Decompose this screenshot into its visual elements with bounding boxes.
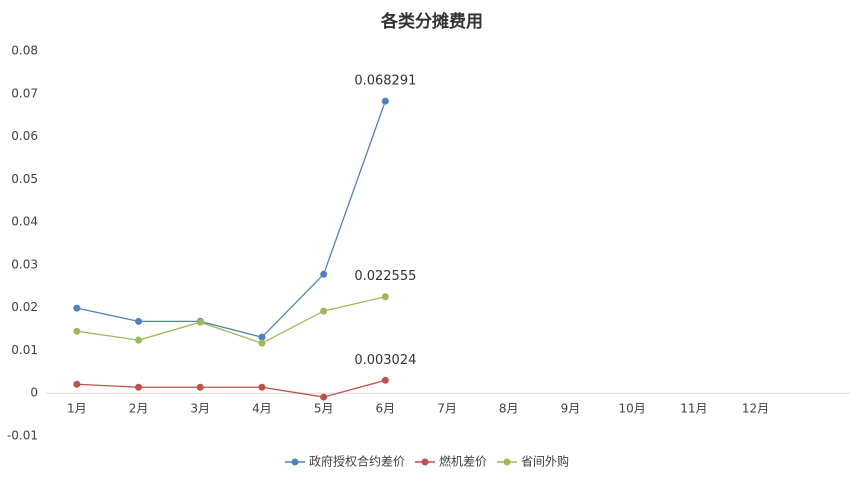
x-tick-label: 12月 <box>742 402 769 416</box>
legend-marker <box>291 458 299 466</box>
data-point <box>320 270 328 278</box>
data-label: 0.003024 <box>354 353 416 368</box>
data-point <box>73 327 81 335</box>
x-tick-label: 4月 <box>252 402 272 416</box>
legend-label: 政府授权合约差价 <box>309 454 405 469</box>
series-line <box>76 379 386 398</box>
data-label: 0.068291 <box>354 74 416 89</box>
data-point <box>135 383 143 391</box>
y-tick-label: 0.06 <box>11 129 38 143</box>
data-point <box>135 336 143 344</box>
series-line <box>76 100 386 338</box>
data-point <box>258 383 266 391</box>
data-point <box>135 317 143 325</box>
data-point <box>381 293 389 301</box>
x-tick-label: 9月 <box>561 402 581 416</box>
legend-marker <box>503 458 511 466</box>
legend-label: 省间外购 <box>521 454 569 469</box>
x-tick-label: 5月 <box>314 402 334 416</box>
x-tick-label: 10月 <box>619 402 646 416</box>
y-tick-label: -0.01 <box>7 429 38 443</box>
x-tick-label: 2月 <box>129 402 149 416</box>
data-point <box>320 393 328 401</box>
chart-title: 各类分摊费用 <box>380 11 483 32</box>
x-tick-label: 8月 <box>499 402 519 416</box>
data-label: 0.022555 <box>354 269 416 284</box>
data-point <box>320 307 328 315</box>
x-tick-label: 7月 <box>437 402 457 416</box>
legend-marker <box>421 458 429 466</box>
x-tick-label: 3月 <box>190 402 210 416</box>
x-tick-label: 1月 <box>67 402 87 416</box>
x-tick-label: 6月 <box>376 402 396 416</box>
y-tick-label: 0.04 <box>11 215 38 229</box>
data-point <box>381 97 389 105</box>
data-point <box>381 376 389 384</box>
y-tick-label: 0 <box>30 386 38 400</box>
y-tick-label: 0.03 <box>11 257 38 271</box>
legend-label: 燃机差价 <box>439 454 487 469</box>
y-tick-label: 0.07 <box>11 86 38 100</box>
y-tick-label: 0.08 <box>11 44 38 58</box>
series-line <box>76 296 386 344</box>
y-tick-label: 0.01 <box>11 343 38 357</box>
y-tick-label: 0.05 <box>11 172 38 186</box>
y-tick-label: 0.02 <box>11 300 38 314</box>
x-tick-label: 11月 <box>680 402 707 416</box>
data-point <box>258 339 266 347</box>
data-point <box>258 333 266 341</box>
data-point <box>196 318 204 326</box>
data-point <box>73 304 81 312</box>
data-point <box>73 380 81 388</box>
data-point <box>196 383 204 391</box>
